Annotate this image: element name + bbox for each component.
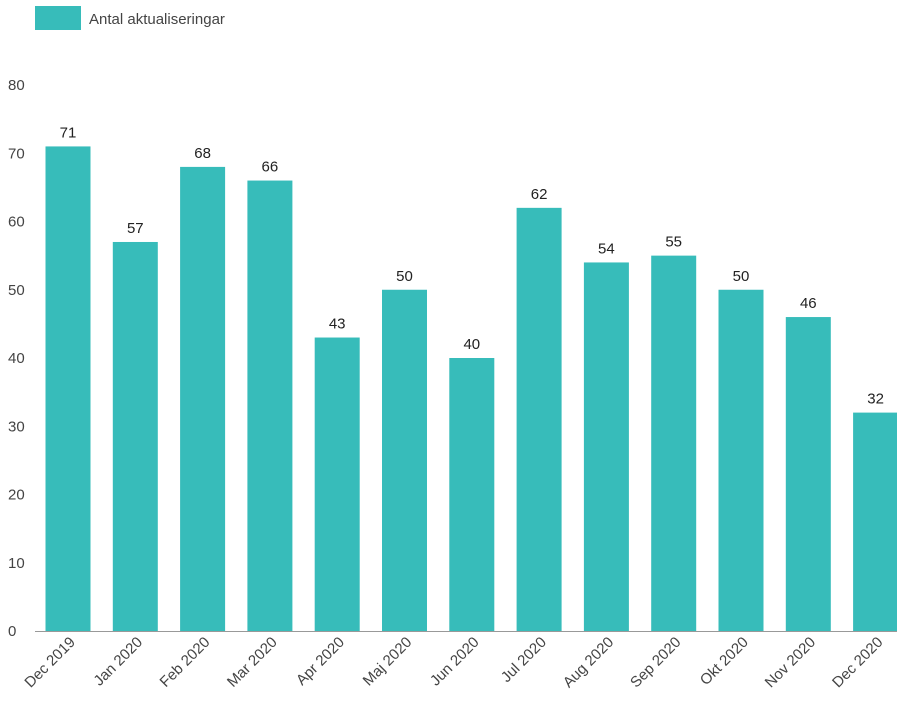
legend-swatch <box>35 6 81 30</box>
y-tick-label: 10 <box>8 555 25 572</box>
data-labels: 71 57 68 66 43 50 40 62 54 55 50 46 32 <box>60 124 884 407</box>
bar-value-label: 57 <box>127 220 144 237</box>
bar <box>180 166 226 631</box>
bar <box>45 146 91 632</box>
x-tick-label: Jan 2020 <box>90 634 146 690</box>
bar <box>516 207 562 631</box>
bar <box>382 289 427 631</box>
x-tick-label: Maj 2020 <box>360 634 416 690</box>
bar-value-label: 62 <box>531 186 548 203</box>
y-axis: 0 10 20 30 40 50 60 70 80 <box>8 77 25 640</box>
y-tick-label: 80 <box>8 77 25 94</box>
bar-value-label: 71 <box>60 124 77 141</box>
bars <box>45 146 897 632</box>
x-tick-label: Aug 2020 <box>560 634 617 691</box>
legend-label: Antal aktualiseringar <box>89 11 225 28</box>
x-tick-label: Nov 2020 <box>762 634 819 691</box>
x-axis: Dec 2019 Jan 2020 Feb 2020 Mar 2020 Apr 2020… <box>21 634 886 691</box>
x-tick-label: Sep 2020 <box>627 634 684 691</box>
x-tick-label: Okt 2020 <box>697 634 752 689</box>
x-tick-label: Feb 2020 <box>157 634 214 691</box>
bar <box>718 289 764 631</box>
x-tick-label: Jul 2020 <box>498 634 550 686</box>
bar <box>112 241 158 631</box>
bar-value-label: 55 <box>665 234 682 251</box>
bar <box>853 412 897 631</box>
bar-value-label: 50 <box>396 268 413 285</box>
bar-value-label: 46 <box>800 295 817 312</box>
x-tick-label: Dec 2020 <box>829 634 886 691</box>
bar-value-label: 32 <box>867 391 884 408</box>
bar <box>583 262 629 631</box>
bar-value-label: 43 <box>329 316 346 333</box>
legend: Antal aktualiseringar <box>35 6 225 30</box>
x-tick-label: Mar 2020 <box>224 634 281 691</box>
bar-value-label: 68 <box>194 145 211 162</box>
bar <box>651 255 697 631</box>
bar <box>314 337 360 631</box>
x-tick-label: Jun 2020 <box>427 634 483 690</box>
y-tick-label: 20 <box>8 487 25 504</box>
y-tick-label: 70 <box>8 145 25 162</box>
x-tick-label: Apr 2020 <box>293 634 348 689</box>
y-tick-label: 40 <box>8 350 25 367</box>
bar-value-label: 40 <box>463 336 480 353</box>
x-tick-label: Dec 2019 <box>21 634 78 691</box>
bar <box>449 358 495 631</box>
bar-value-label: 54 <box>598 240 615 257</box>
bar-value-label: 66 <box>262 159 279 176</box>
bar <box>785 317 831 631</box>
y-tick-label: 60 <box>8 214 25 231</box>
y-tick-label: 30 <box>8 418 25 435</box>
bar-value-label: 50 <box>733 268 750 285</box>
bar <box>247 180 293 632</box>
y-tick-label: 0 <box>8 623 16 640</box>
y-tick-label: 50 <box>8 282 25 299</box>
